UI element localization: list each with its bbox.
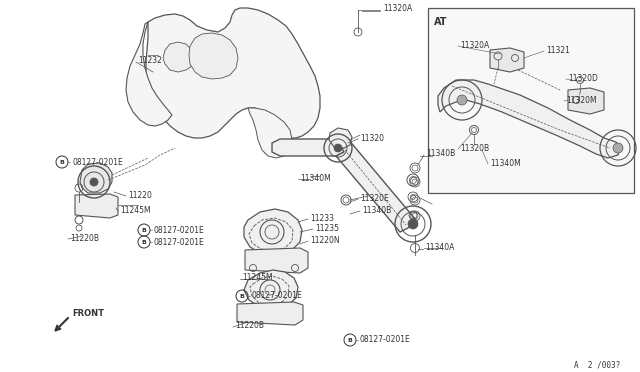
Polygon shape (490, 48, 524, 72)
Polygon shape (146, 8, 320, 138)
Text: 08127-0201E: 08127-0201E (72, 157, 123, 167)
Text: 11245M: 11245M (120, 205, 150, 215)
Circle shape (408, 219, 418, 229)
Text: 11220: 11220 (128, 190, 152, 199)
Circle shape (613, 143, 623, 153)
Text: 08127-0201E: 08127-0201E (360, 336, 411, 344)
Polygon shape (244, 270, 298, 308)
Text: 11320A: 11320A (460, 41, 489, 49)
Text: 11340M: 11340M (300, 173, 331, 183)
Text: 11340B: 11340B (426, 148, 455, 157)
Text: A  2 /003?: A 2 /003? (573, 360, 620, 369)
Text: B: B (141, 240, 147, 244)
Polygon shape (75, 194, 118, 218)
Polygon shape (80, 163, 112, 193)
Text: 11220B: 11220B (70, 234, 99, 243)
Text: 11235: 11235 (315, 224, 339, 232)
Text: B: B (239, 294, 244, 298)
Polygon shape (244, 209, 302, 255)
Polygon shape (329, 128, 352, 148)
Text: AT: AT (434, 17, 447, 27)
Text: 11340M: 11340M (490, 158, 521, 167)
Text: B: B (141, 228, 147, 232)
Text: B: B (60, 160, 65, 164)
Text: 11321: 11321 (546, 45, 570, 55)
Text: 11320B: 11320B (460, 144, 489, 153)
Circle shape (334, 144, 342, 152)
Polygon shape (272, 139, 344, 156)
Text: 11233: 11233 (310, 214, 334, 222)
Polygon shape (237, 302, 303, 325)
Text: 11245M: 11245M (242, 273, 273, 282)
Text: 11320A: 11320A (383, 3, 412, 13)
Text: 11320E: 11320E (360, 193, 388, 202)
Polygon shape (126, 22, 172, 126)
Circle shape (90, 178, 98, 186)
Text: 08127-0201E: 08127-0201E (154, 237, 205, 247)
Polygon shape (248, 108, 292, 158)
Text: 11220B: 11220B (235, 321, 264, 330)
Polygon shape (568, 88, 604, 114)
Text: 11340A: 11340A (425, 244, 454, 253)
Polygon shape (438, 80, 620, 158)
Polygon shape (336, 139, 416, 232)
Text: FRONT: FRONT (72, 310, 104, 318)
Polygon shape (189, 33, 238, 79)
Polygon shape (163, 42, 194, 72)
Polygon shape (245, 248, 308, 273)
Text: 11320D: 11320D (568, 74, 598, 83)
Text: 11220N: 11220N (310, 235, 340, 244)
Text: 11340B: 11340B (362, 205, 391, 215)
Circle shape (457, 95, 467, 105)
Text: 11232: 11232 (138, 55, 162, 64)
Text: 11320: 11320 (360, 134, 384, 142)
Text: B: B (348, 337, 353, 343)
Text: 11320M: 11320M (566, 96, 596, 105)
Bar (428, 8, 634, 193)
Text: 08127-0201E: 08127-0201E (252, 292, 303, 301)
Text: 08127-0201E: 08127-0201E (154, 225, 205, 234)
